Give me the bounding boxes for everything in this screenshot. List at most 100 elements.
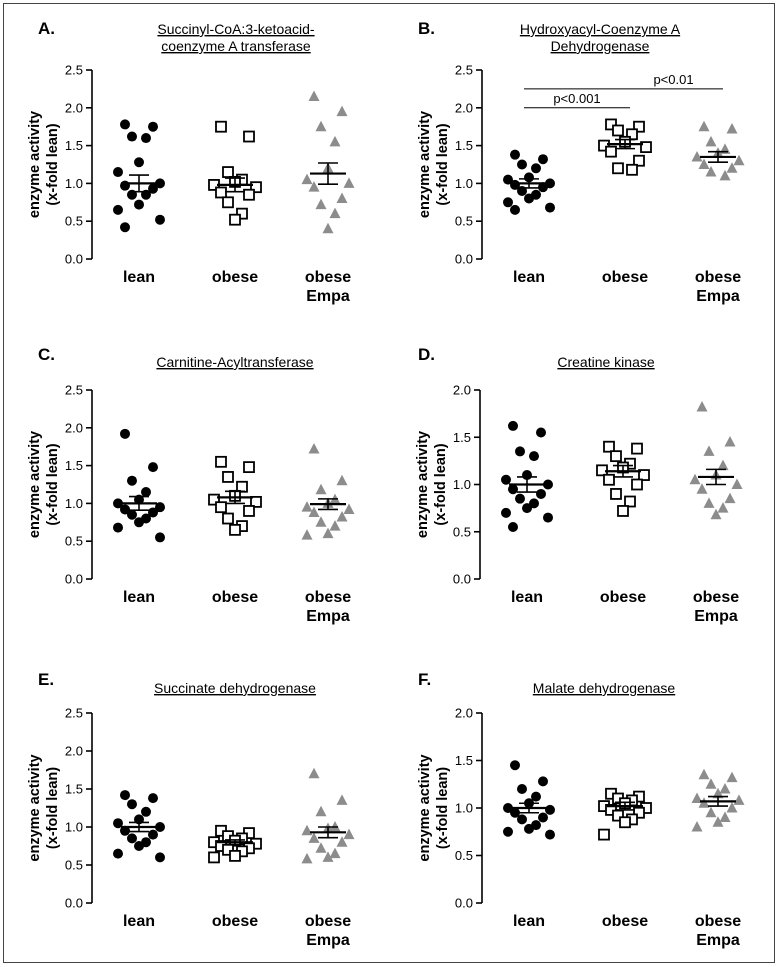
data-point — [155, 214, 165, 225]
data-point — [127, 799, 137, 810]
data-point — [605, 145, 617, 158]
category-label: lean — [123, 913, 155, 930]
category-label: lean — [511, 589, 543, 606]
data-point — [215, 120, 227, 133]
category-label: Empa — [694, 608, 738, 625]
data-point — [243, 461, 255, 474]
data-point — [631, 442, 643, 455]
y-tick-label: 1.5 — [65, 458, 83, 473]
data-point — [624, 495, 636, 508]
data-point — [691, 150, 703, 162]
y-tick-label: 1.5 — [65, 138, 83, 153]
y-tick-label: 1.0 — [455, 801, 473, 816]
y-axis-label: (x-fold lean) — [435, 123, 451, 205]
category-label: obese — [695, 913, 741, 930]
data-point — [510, 807, 520, 818]
data-point — [155, 178, 165, 189]
data-point — [612, 124, 624, 137]
chart-title: Carnitine-Acyltransferase — [156, 354, 313, 370]
data-point — [336, 511, 348, 522]
significance-label: p<0.01 — [653, 72, 693, 87]
category-label: obese — [693, 589, 739, 606]
data-point — [155, 852, 165, 863]
panel-label: F. — [418, 670, 431, 689]
y-axis-label: enzyme activity — [27, 431, 43, 538]
data-point — [148, 121, 158, 132]
panel-a: A. Succinyl-CoA:3-ketoacid-coenzyme A tra… — [27, 19, 355, 305]
data-point — [515, 446, 525, 457]
data-point — [724, 435, 736, 447]
chart-title: Dehydrogenase — [551, 38, 650, 54]
y-tick-label: 1.0 — [65, 176, 83, 191]
data-point — [113, 522, 123, 533]
data-point — [733, 794, 745, 805]
data-point — [155, 502, 165, 513]
data-point — [603, 473, 615, 486]
data-point — [343, 828, 355, 840]
category-label: lean — [513, 269, 545, 286]
category-label: Empa — [306, 608, 350, 625]
y-axis-label: (x-fold lean) — [433, 443, 449, 525]
data-point — [301, 852, 313, 864]
data-point — [731, 478, 743, 489]
category-label: obese — [600, 589, 646, 606]
panel-e: E. Succinate dehydrogenase 0.0 0.5 1.0 1.5 2.0… — [27, 670, 355, 949]
data-point — [691, 821, 703, 832]
data-point — [148, 462, 158, 473]
data-point — [336, 794, 348, 805]
data-point — [141, 806, 151, 817]
data-point — [148, 793, 158, 804]
y-tick-label: 0.0 — [65, 572, 83, 587]
panel-label: B. — [418, 19, 435, 38]
category-label: lean — [123, 269, 155, 286]
y-tick-label: 2.0 — [453, 383, 471, 398]
data-point — [717, 459, 729, 471]
data-point — [250, 181, 262, 194]
y-axis-label: (x-fold lean) — [45, 123, 61, 205]
panel-d: D. Creatine kinase 0.0 0.5 1.0 1.5 2.0 enzyme a… — [415, 345, 743, 625]
data-point — [510, 204, 520, 215]
y-tick-label: 1.0 — [455, 176, 473, 191]
data-point — [503, 803, 513, 813]
data-point — [134, 199, 144, 210]
data-point — [329, 847, 341, 859]
data-point — [222, 166, 234, 178]
data-point — [538, 812, 548, 823]
data-point — [134, 517, 144, 528]
data-point — [322, 527, 334, 539]
data-point — [524, 823, 534, 834]
y-tick-label: 1.0 — [65, 820, 83, 835]
data-point — [243, 505, 255, 517]
data-point — [531, 163, 541, 174]
data-point — [329, 207, 341, 219]
category-label: obese — [602, 269, 648, 286]
data-point — [605, 118, 617, 131]
data-point — [698, 158, 710, 169]
y-tick-label: 0.0 — [65, 896, 83, 911]
chart-title: Succinyl-CoA:3-ketoacid- — [157, 21, 315, 37]
category-label: obese — [305, 269, 351, 286]
category-label: lean — [123, 589, 155, 606]
data-point — [545, 202, 555, 213]
data-point — [631, 478, 643, 491]
data-point — [243, 130, 255, 143]
data-point — [336, 836, 348, 847]
data-point — [308, 90, 320, 101]
category-label: lean — [513, 913, 545, 930]
data-point — [598, 828, 610, 841]
chart-title: Hydroxyacyl-Coenzyme A — [520, 21, 681, 37]
data-point — [222, 196, 234, 209]
data-point — [222, 471, 234, 483]
y-tick-label: 2.0 — [65, 744, 83, 759]
y-tick-label: 0.5 — [65, 534, 83, 549]
y-axis-label: enzyme activity — [417, 111, 433, 218]
data-point — [633, 154, 645, 167]
data-point — [538, 154, 548, 165]
data-point — [127, 833, 137, 844]
data-point — [301, 529, 313, 540]
data-point — [712, 816, 724, 827]
data-point — [250, 495, 262, 508]
y-tick-label: 0.5 — [65, 858, 83, 873]
data-point — [315, 483, 327, 495]
y-axis-label: enzyme activity — [27, 754, 43, 861]
